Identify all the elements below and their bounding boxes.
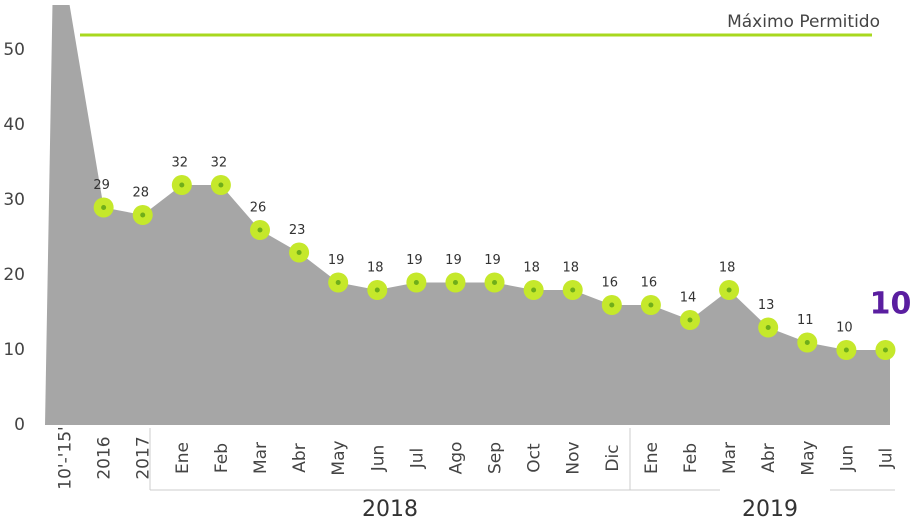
marker-dot bbox=[687, 317, 693, 323]
x-tick-label: 2016 bbox=[95, 436, 115, 479]
x-tick-label: Nov bbox=[564, 441, 584, 474]
group-label: 2019 bbox=[742, 497, 798, 522]
x-tick-label: Jul bbox=[407, 448, 427, 470]
x-tick-label: Abr bbox=[759, 443, 779, 472]
y-tick-label: 40 bbox=[3, 115, 25, 135]
x-tick-label: Mar bbox=[251, 442, 271, 474]
x-tick-label: May bbox=[329, 440, 349, 475]
data-label: 23 bbox=[289, 223, 306, 238]
y-tick-label: 10 bbox=[3, 340, 25, 360]
data-label: 19 bbox=[445, 253, 462, 268]
x-tick-label: May bbox=[798, 440, 818, 475]
marker-dot bbox=[218, 182, 224, 188]
highlight-label: 10 bbox=[870, 287, 910, 322]
x-tick-label: Ago bbox=[446, 442, 466, 475]
reference-label: Máximo Permitido bbox=[727, 12, 880, 32]
marker-dot bbox=[531, 287, 537, 293]
data-label: 32 bbox=[211, 156, 228, 171]
x-tick-label: Jul bbox=[876, 448, 896, 470]
x-tick-label: Mar bbox=[720, 442, 740, 474]
data-label: 11 bbox=[797, 313, 814, 328]
group-label: 2018 bbox=[362, 497, 418, 522]
data-label: 14 bbox=[680, 291, 697, 306]
data-label: 16 bbox=[602, 276, 619, 291]
x-tick-label: Sep bbox=[486, 442, 506, 474]
marker-dot bbox=[140, 212, 146, 218]
data-label: 13 bbox=[758, 298, 775, 313]
data-label: 10 bbox=[836, 321, 853, 336]
y-tick-label: 0 bbox=[14, 415, 25, 435]
data-label: 18 bbox=[562, 261, 579, 276]
data-label: 32 bbox=[172, 156, 189, 171]
marker-dot bbox=[570, 287, 576, 293]
y-tick-label: 30 bbox=[3, 190, 25, 210]
x-tick-label: Jun bbox=[368, 445, 388, 473]
x-tick-label: Ene bbox=[173, 442, 193, 474]
marker-dot bbox=[726, 287, 732, 293]
x-tick-label: 2017 bbox=[134, 436, 154, 479]
marker-dot bbox=[296, 250, 302, 255]
x-tick-label: Oct bbox=[525, 443, 545, 473]
marker-dot bbox=[257, 227, 263, 233]
data-label: 16 bbox=[641, 276, 658, 291]
marker-dot bbox=[492, 280, 498, 285]
x-tick-label: Jun bbox=[837, 445, 857, 473]
x-tick-label: Dic bbox=[603, 444, 623, 471]
marker-dot bbox=[335, 280, 341, 285]
data-label: 29 bbox=[93, 178, 110, 193]
data-label: 18 bbox=[719, 261, 736, 276]
y-tick-label: 20 bbox=[3, 265, 25, 285]
marker-dot bbox=[374, 287, 380, 293]
x-tick-label: 10'-'15' bbox=[56, 426, 76, 489]
data-label: 18 bbox=[367, 261, 384, 276]
marker-dot bbox=[765, 325, 771, 330]
data-label: 28 bbox=[132, 186, 149, 201]
area bbox=[45, 5, 890, 425]
y-tick-label: 50 bbox=[3, 40, 25, 60]
data-label: 26 bbox=[250, 201, 267, 216]
marker-dot bbox=[179, 182, 185, 188]
data-label: 19 bbox=[484, 253, 501, 268]
marker-dot bbox=[804, 340, 810, 345]
marker-dot bbox=[609, 302, 615, 308]
marker-dot bbox=[452, 280, 458, 285]
data-label: 18 bbox=[523, 261, 540, 276]
marker-dot bbox=[101, 205, 107, 210]
marker-dot bbox=[843, 347, 849, 353]
x-tick-label: Ene bbox=[642, 442, 662, 474]
marker-dot bbox=[882, 347, 888, 353]
x-tick-label: Abr bbox=[290, 443, 310, 472]
data-label: 19 bbox=[328, 253, 345, 268]
data-label: 19 bbox=[406, 253, 423, 268]
x-tick-label: Feb bbox=[681, 443, 701, 473]
marker-dot bbox=[413, 280, 419, 285]
marker-dot bbox=[648, 302, 654, 308]
x-tick-label: Feb bbox=[212, 443, 232, 473]
